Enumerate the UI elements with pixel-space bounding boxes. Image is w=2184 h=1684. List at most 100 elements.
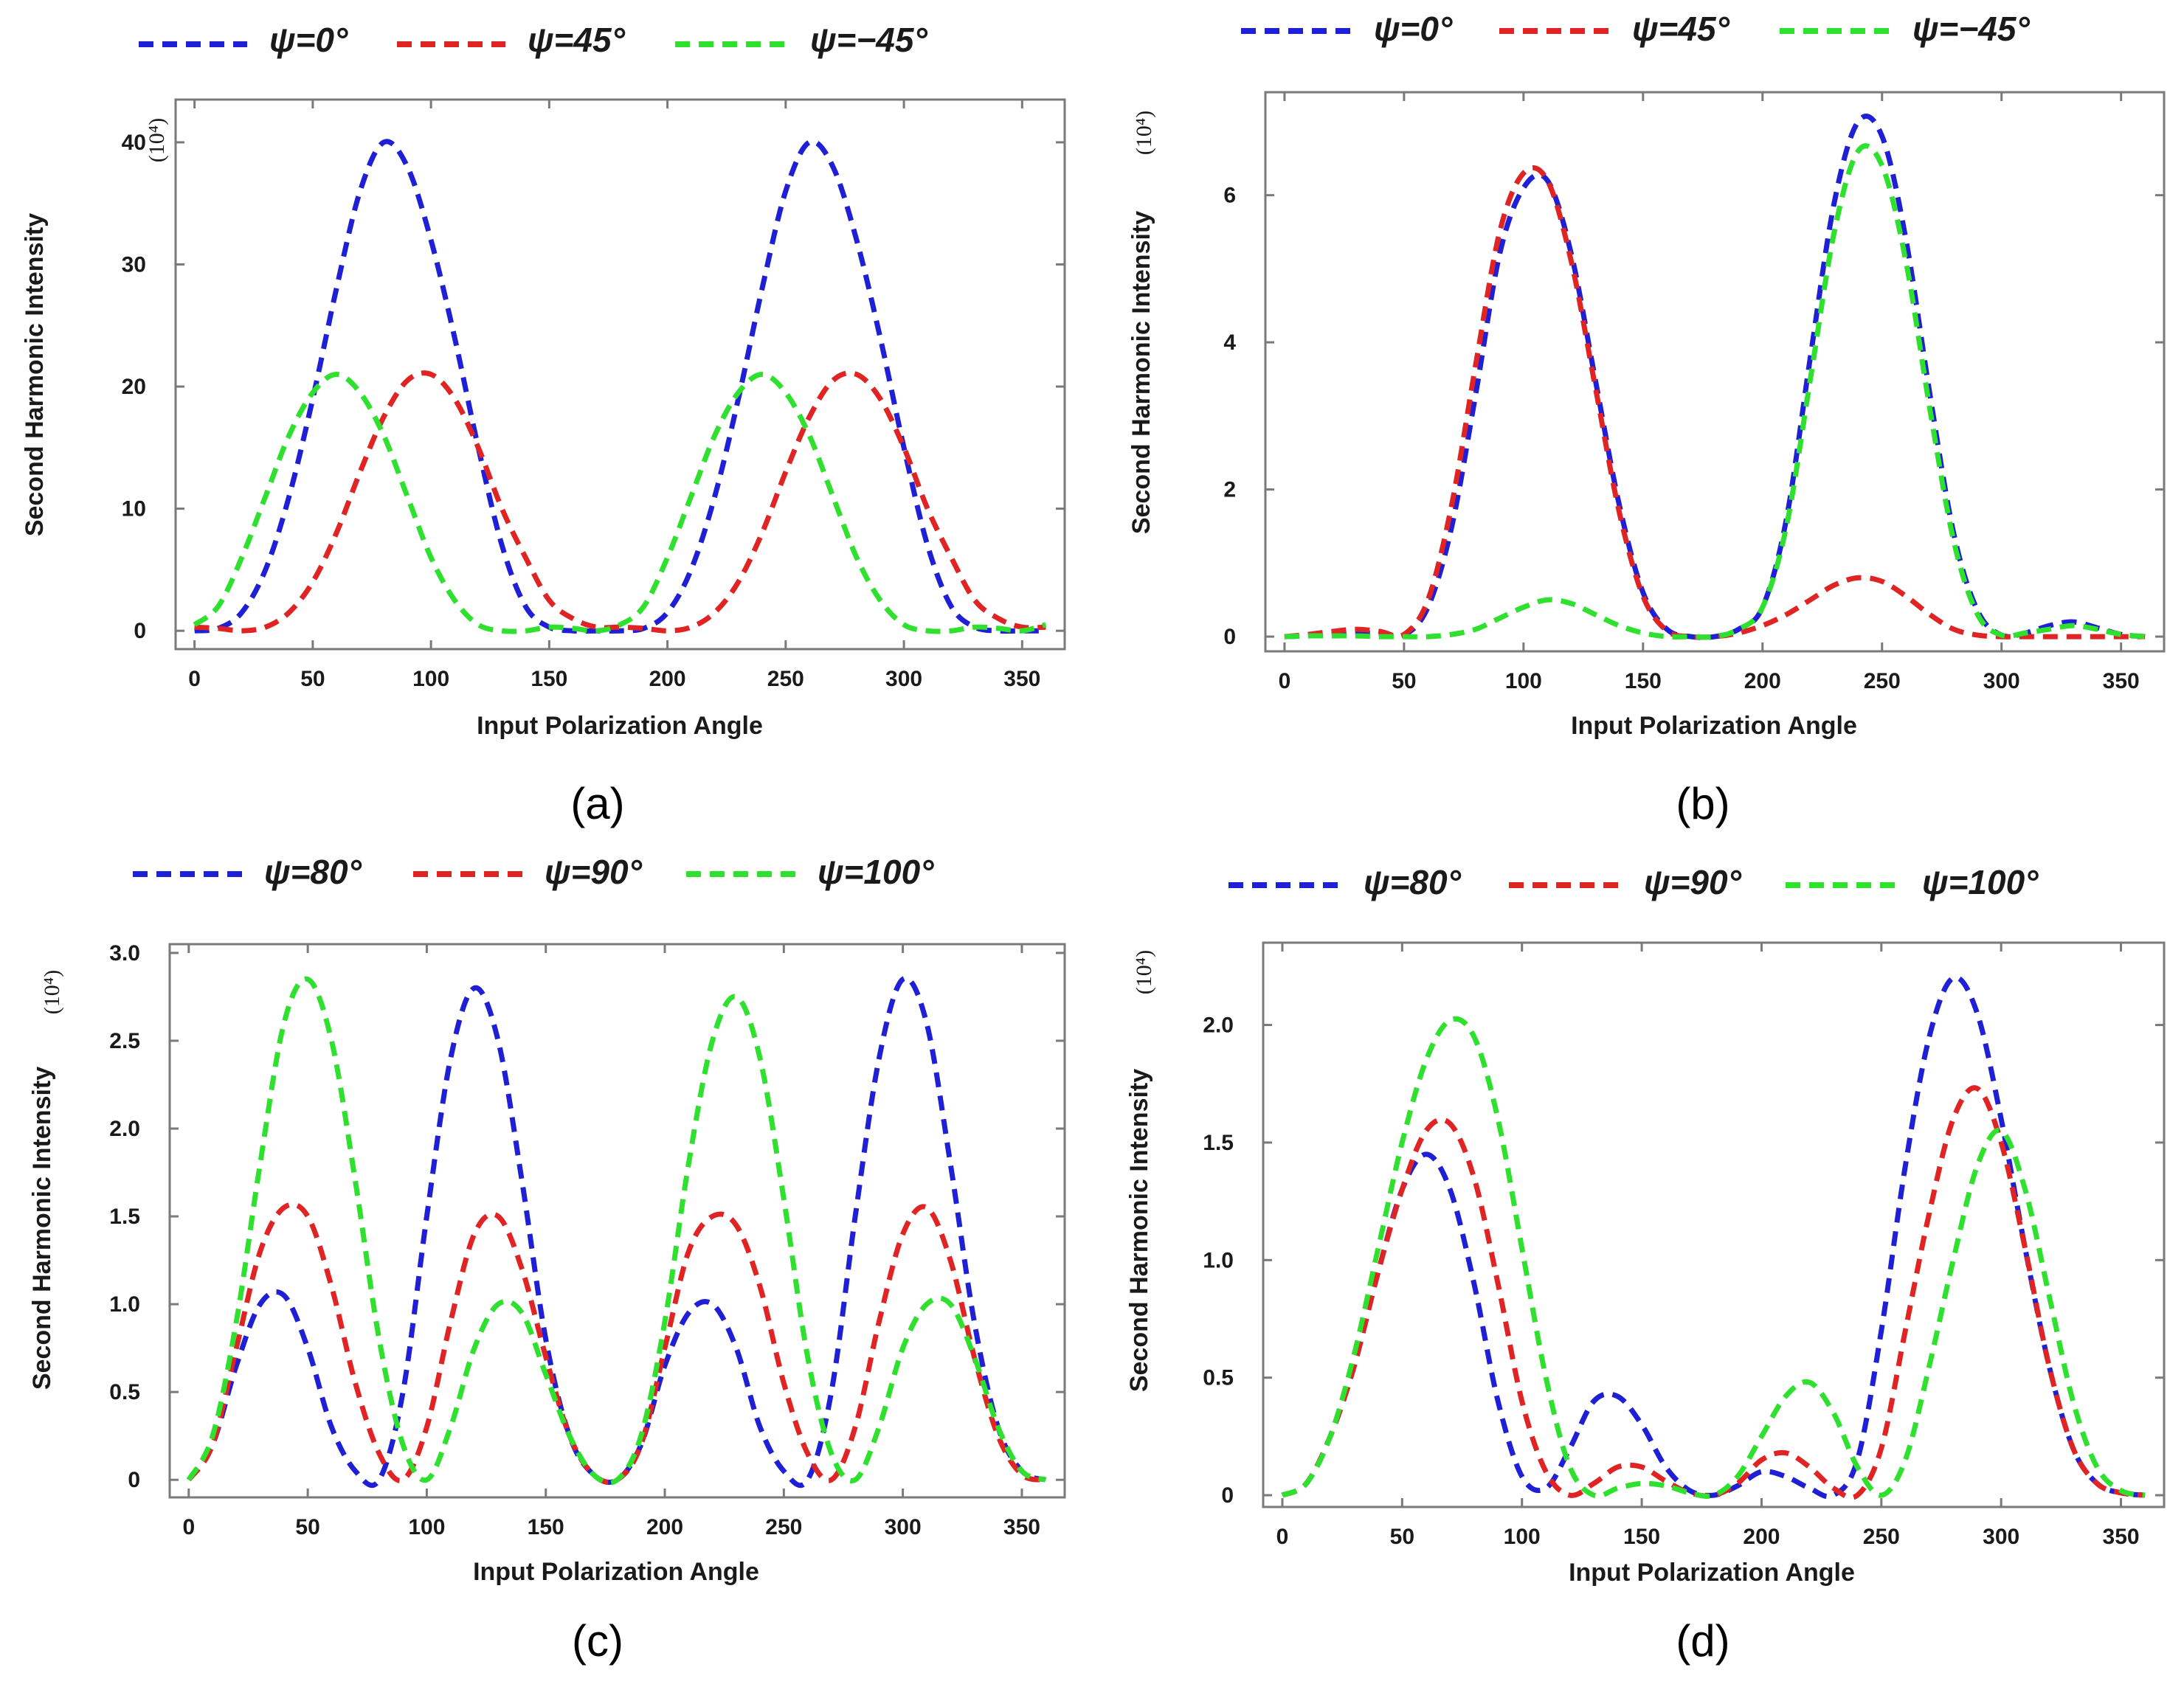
x-tick-label-150: 150 [1625,669,1662,693]
legend-label-psi-90: ψ=90° [545,853,643,891]
y-tick-label-1-5: 1.5 [109,1205,140,1229]
legend-label-psi-minus-45: ψ=−45° [810,21,927,59]
x-ticks-b: 0 50 100 150 200 250 300 350 [1279,92,2140,693]
series-line-80 [186,975,1047,1489]
y-ticks-c: 0 0.5 1.0 1.5 2.0 2.5 3.0 [109,941,1065,1492]
x-axis-title-c: Input Polarization Angle [473,1558,759,1586]
y-tick-label-4: 4 [1223,330,1236,355]
legend-label-psi-0: ψ=0° [269,21,348,59]
x-tick-label-200: 200 [1743,1525,1780,1549]
y-tick-label-1-0: 1.0 [1203,1248,1234,1272]
plot-area-c [168,943,1066,1499]
legend-b: ψ=0° ψ=45° ψ=−45° [1241,10,2030,48]
x-ticks-c: 0 50 100 150 200 250 300 350 [182,944,1040,1539]
x-tick-label-350: 350 [1003,667,1040,691]
x-tick-label-250: 250 [765,1515,802,1539]
y-tick-label-1-5: 1.5 [1203,1131,1234,1155]
y-axis-title-d: Second Harmonic Intensity [1125,1069,1153,1392]
y-tick-label-6: 6 [1223,184,1236,208]
x-tick-label-50: 50 [295,1515,319,1539]
plot-area-d [1262,941,2166,1508]
y-tick-label-0: 0 [134,619,146,643]
x-axis-title-b: Input Polarization Angle [1571,712,1857,740]
legend-label-psi-minus-45: ψ=−45° [1912,10,2030,48]
x-axis-title-a: Input Polarization Angle [477,712,763,740]
panel-d: ψ=80° ψ=90° ψ=100° 0 50 100 150 200 250 300 350… [1125,863,2166,1666]
x-tick-label-100: 100 [1504,1525,1541,1549]
x-tick-label-100: 100 [1505,669,1542,693]
x-tick-label-100: 100 [408,1515,445,1539]
series-line-80 [1281,974,2146,1500]
series-line-0 [1284,114,2146,640]
legend-label-psi-45: ψ=45° [528,21,626,59]
legend-label-psi-80: ψ=80° [264,853,362,891]
y-tick-label-0-5: 0.5 [109,1380,140,1404]
series-line-100 [186,976,1047,1486]
legend-label-psi-0: ψ=0° [1374,10,1453,48]
x-tick-label-150: 150 [531,667,567,691]
x-tick-label-0: 0 [182,1515,195,1539]
legend-a: ψ=0° ψ=45° ψ=−45° [139,21,927,59]
x-tick-label-200: 200 [649,667,686,691]
x-axis-title-d: Input Polarization Angle [1569,1559,1855,1587]
legend-label-psi-100: ψ=100° [818,853,934,891]
x-tick-label-200: 200 [646,1515,683,1539]
x-tick-label-300: 300 [1983,1525,2019,1549]
y-tick-label-40: 40 [122,131,146,155]
panel-a: ψ=0° ψ=45° ψ=−45° 0 50 100 150 200 250 300 350 … [21,21,1066,828]
x-tick-label-300: 300 [885,667,922,691]
y-tick-label-0: 0 [1223,625,1236,649]
y-tick-label-1-0: 1.0 [109,1292,140,1317]
panel-b: ψ=0° ψ=45° ψ=−45° 0 50 100 150 200 250 300 350 … [1127,10,2166,828]
y-tick-label-10: 10 [122,497,146,522]
y-tick-label-0-5: 0.5 [1203,1366,1234,1390]
y-tick-label-0: 0 [128,1468,140,1492]
x-tick-label-350: 350 [2103,669,2140,693]
y-unit-b: (10⁴) [1132,111,1156,155]
x-tick-label-0: 0 [1276,1525,1289,1549]
x-tick-label-200: 200 [1744,669,1781,693]
plot-area-a [174,98,1066,651]
y-unit-d: (10⁴) [1132,950,1156,994]
x-tick-label-350: 350 [2103,1525,2140,1549]
caption-d: (d) [1676,1616,1729,1666]
y-ticks-b: 0 2 4 6 [1223,184,2164,649]
y-tick-label-2-0: 2.0 [1203,1013,1234,1038]
x-tick-label-50: 50 [1392,669,1416,693]
caption-a: (a) [570,779,624,828]
legend-label-psi-80: ψ=80° [1364,863,1462,901]
series-line-minus-45 [193,371,1047,634]
y-unit-a: (10⁴) [145,118,169,162]
series-line-100 [1281,1016,2146,1499]
x-tick-label-150: 150 [528,1515,564,1539]
y-ticks-d: 0 0.5 1.0 1.5 2.0 [1203,1013,2164,1508]
y-axis-title-b: Second Harmonic Intensity [1127,211,1155,534]
y-axis-title-a: Second Harmonic Intensity [21,213,49,536]
caption-b: (b) [1676,779,1729,828]
series-line-45 [194,370,1046,634]
x-tick-label-250: 250 [1863,1525,1900,1549]
series-line-90 [1281,1085,2146,1500]
y-tick-label-2: 2 [1223,478,1236,502]
y-tick-label-2-5: 2.5 [109,1029,140,1053]
series-c [186,975,1047,1489]
x-tick-label-250: 250 [767,667,804,691]
y-tick-label-3-0: 3.0 [109,941,140,966]
x-tick-label-300: 300 [1983,669,2020,693]
x-tick-label-300: 300 [885,1515,922,1539]
y-tick-label-30: 30 [122,253,146,277]
x-tick-label-0: 0 [188,667,201,691]
x-ticks-d: 0 50 100 150 200 250 300 350 [1276,943,2140,1549]
series-line-45 [1284,165,2146,640]
x-tick-label-100: 100 [412,667,449,691]
x-tick-label-350: 350 [1003,1515,1040,1539]
legend-label-psi-45: ψ=45° [1632,10,1730,48]
series-d [1281,974,2146,1500]
y-ticks-a: 0 10 20 30 40 [122,131,1065,643]
x-ticks-a: 0 50 100 150 200 250 300 350 [188,100,1040,691]
x-tick-label-150: 150 [1623,1525,1660,1549]
series-b [1284,114,2146,640]
series-line-0 [194,139,1046,634]
y-unit-c: (10⁴) [40,970,64,1014]
